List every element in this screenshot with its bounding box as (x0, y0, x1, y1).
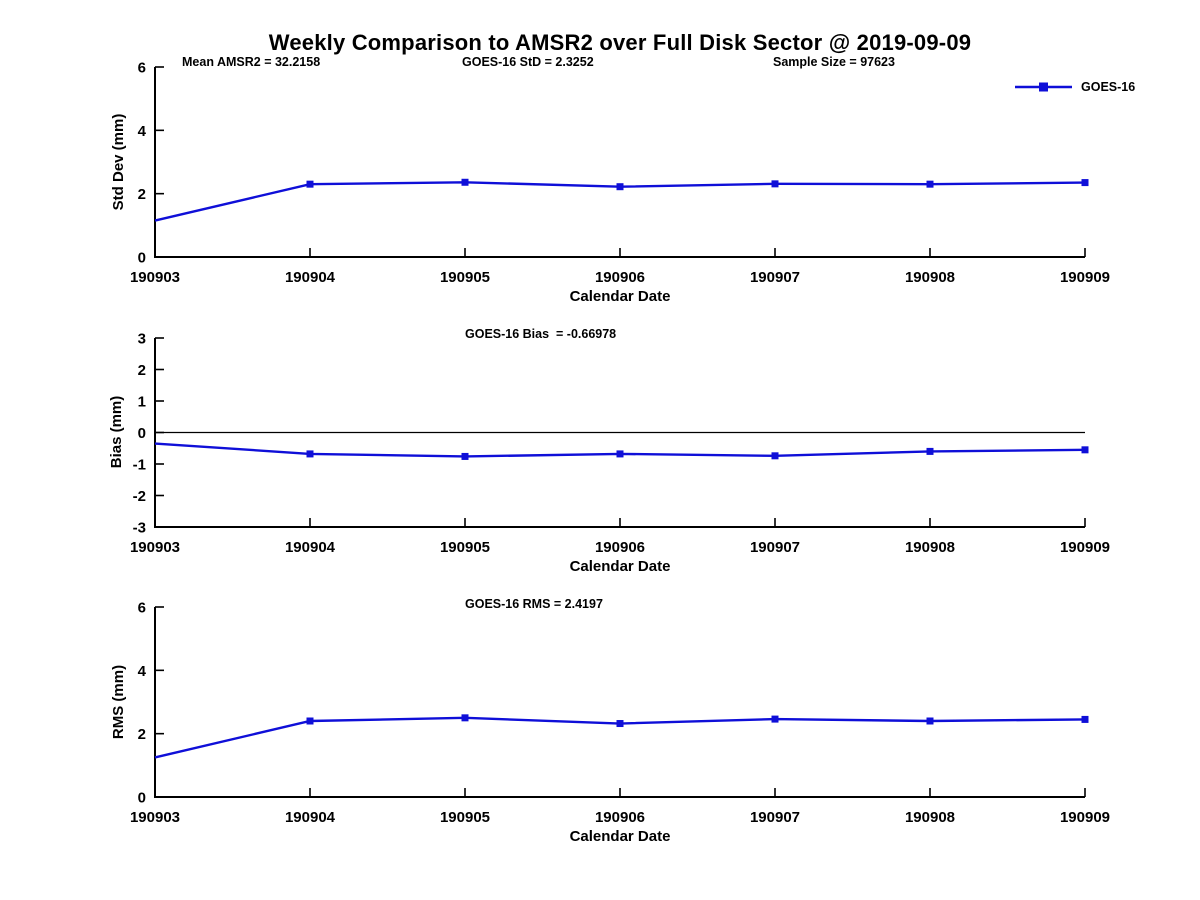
y-tick-label: 6 (138, 60, 146, 77)
x-tick-label: 190908 (905, 269, 955, 286)
x-tick-label: 190908 (905, 809, 955, 826)
x-tick-label: 190909 (1060, 269, 1110, 286)
x-tick-label: 190905 (440, 269, 490, 286)
data-point-marker (1081, 715, 1089, 723)
x-tick-label: 190909 (1060, 539, 1110, 556)
data-point-marker (616, 183, 624, 191)
data-point-marker (461, 178, 469, 186)
y-tick-label: 0 (138, 790, 146, 807)
y-axis-label-stddev: Std Dev (mm) (110, 113, 127, 211)
data-point-marker (926, 717, 934, 725)
legend-label: GOES-16 (1081, 80, 1136, 94)
y-tick-label: -3 (133, 520, 146, 537)
y-axis-label-bias: Bias (mm) (108, 395, 125, 469)
annotation-mean-amsr2: Mean AMSR2 = 32.2158 (182, 55, 321, 69)
data-point-marker (1081, 179, 1089, 187)
data-point-marker (461, 714, 469, 722)
x-axis-label-rms: Calendar Date (569, 828, 671, 845)
legend: GOES-16 (1014, 80, 1135, 94)
x-tick-label: 190905 (440, 539, 490, 556)
y-tick-label: 2 (138, 186, 146, 203)
x-tick-label: 190905 (440, 809, 490, 826)
y-tick-label: 6 (138, 600, 146, 617)
x-tick-label: 190904 (285, 539, 336, 556)
data-point-marker (306, 180, 314, 188)
legend-marker (1039, 82, 1048, 92)
data-point-marker (771, 180, 779, 188)
x-tick-label: 190906 (595, 269, 645, 286)
data-point-marker (461, 452, 469, 460)
legend-line-sample (1015, 82, 1072, 92)
data-point-marker (1081, 446, 1089, 454)
data-point-marker (926, 447, 934, 455)
x-tick-label: 190903 (130, 269, 180, 286)
y-tick-label: 0 (138, 425, 146, 442)
chart-title: Weekly Comparison to AMSR2 over Full Dis… (268, 30, 972, 55)
data-point-marker (306, 717, 314, 725)
x-tick-label: 190907 (750, 539, 800, 556)
x-tick-label: 190904 (285, 269, 336, 286)
x-tick-label: 190909 (1060, 809, 1110, 826)
x-axis-label-bias: Calendar Date (569, 558, 671, 575)
x-tick-label: 190907 (750, 269, 800, 286)
annotation-goes16-rms: GOES-16 RMS = 2.4197 (465, 597, 603, 611)
data-point-marker (771, 452, 779, 460)
y-tick-label: 4 (138, 123, 147, 140)
data-point-marker (771, 715, 779, 723)
annotation-goes16-std: GOES-16 StD = 2.3252 (462, 55, 594, 69)
data-point-marker (616, 450, 624, 458)
x-tick-label: 190903 (130, 539, 180, 556)
y-tick-label: 3 (138, 331, 146, 348)
x-tick-label: 190907 (750, 809, 800, 826)
x-axis-label-stddev: Calendar Date (569, 288, 671, 305)
y-tick-label: 4 (138, 663, 147, 680)
y-tick-label: 2 (138, 362, 146, 379)
y-tick-label: 0 (138, 250, 146, 267)
data-point-marker (306, 450, 314, 458)
data-point-marker (926, 180, 934, 188)
x-tick-label: 190906 (595, 809, 645, 826)
y-axis-label-rms: RMS (mm) (110, 664, 127, 740)
x-tick-label: 190908 (905, 539, 955, 556)
y-tick-label: -2 (133, 488, 146, 505)
annotation-sample-size: Sample Size = 97623 (773, 55, 895, 69)
x-tick-label: 190906 (595, 539, 645, 556)
data-point-marker (616, 720, 624, 728)
y-tick-label: 2 (138, 726, 146, 743)
annotation-goes16-bias: GOES-16 Bias = -0.66978 (465, 327, 617, 341)
x-tick-label: 190904 (285, 809, 336, 826)
y-tick-label: -1 (133, 457, 146, 474)
y-tick-label: 1 (138, 394, 146, 411)
x-tick-label: 190903 (130, 809, 180, 826)
